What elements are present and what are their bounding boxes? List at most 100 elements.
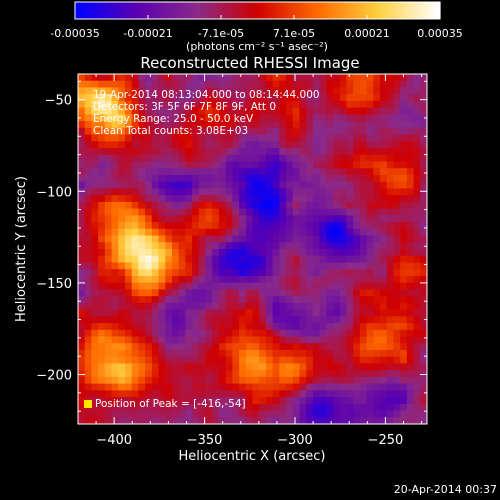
heatmap-cell [353,255,361,263]
heatmap-cell [406,100,415,109]
heatmap-cell [380,134,388,142]
heatmap-cell [178,174,186,183]
heatmap-cell [353,403,361,412]
heatmap-cell [145,262,153,270]
heatmap-cell [259,397,267,405]
heatmap-cell [151,208,160,216]
heatmap-cell [91,323,99,331]
heatmap-cell [413,188,421,196]
heatmap-cell [279,80,287,88]
heatmap-cell [131,188,139,196]
heatmap-cell [259,148,267,156]
heatmap-cell [165,383,173,391]
heatmap-cell [353,262,361,270]
heatmap-cell [165,296,173,304]
heatmap-cell [406,94,415,102]
colorbar-cell [409,2,414,19]
heatmap-cell [84,141,92,149]
heatmap-cell [359,107,368,115]
heatmap-cell [98,235,106,243]
heatmap-cell [171,94,180,102]
heatmap-cell [158,188,166,196]
heatmap-cell [91,100,99,109]
heatmap-cell [218,188,227,196]
heatmap-cell [232,390,240,398]
colorbar-cell [354,2,359,19]
heatmap-cell [218,80,227,88]
heatmap-cell [145,370,153,378]
heatmap-cell [118,100,126,109]
heatmap-cell [218,255,227,263]
heatmap-cell [279,302,287,311]
heatmap-cell [245,80,253,88]
heatmap-cell [386,215,394,223]
heatmap-cell [124,269,133,277]
heatmap-cell [326,249,334,257]
heatmap-cell [413,121,421,129]
heatmap-cell [78,296,86,304]
heatmap-cell [319,141,327,149]
heatmap-cell [104,410,113,418]
heatmap-cell [400,316,408,324]
heatmap-cell [353,249,361,257]
heatmap-cell [178,161,186,169]
heatmap-cell [151,228,160,237]
heatmap-cell [118,222,126,230]
heatmap-cell [91,262,99,270]
heatmap-cell [165,323,173,331]
heatmap-cell [312,370,321,378]
heatmap-cell [91,289,99,297]
heatmap-cell [259,390,267,398]
heatmap-cell [118,349,126,358]
heatmap-cell [252,195,260,203]
colorbar-cell [157,2,161,19]
heatmap-cell [380,275,388,284]
heatmap-cell [366,329,374,337]
heatmap-cell [319,262,327,270]
heatmap-cell [359,376,368,385]
heatmap-cell [124,181,133,189]
heatmap-cell [171,242,180,250]
heatmap-cell [118,134,126,142]
heatmap-cell [373,242,381,250]
heatmap-cell [333,188,341,196]
colorbar-cell [236,2,240,19]
heatmap-cell [312,336,321,344]
heatmap-cell [145,235,153,243]
heatmap-cell [265,403,274,412]
heatmap-cell [205,121,213,129]
heatmap-cell [292,289,300,297]
heatmap-cell [406,302,415,311]
heatmap-cell [380,174,388,183]
heatmap-cell [185,188,193,196]
heatmap-cell [205,249,213,257]
heatmap-cell [131,154,139,162]
heatmap-cell [218,262,227,270]
heatmap-cell [279,121,287,129]
heatmap-cell [393,282,401,290]
heatmap-cell [111,363,119,371]
heatmap-cell [333,376,341,385]
heatmap-cell [111,141,119,149]
heatmap-cell [413,390,421,398]
heatmap-cell [198,168,207,176]
heatmap-cell [366,188,374,196]
heatmap-cell [272,228,280,237]
heatmap-cell [353,87,361,95]
heatmap-cell [339,255,347,263]
heatmap-cell [286,208,294,216]
heatmap-cell [359,316,368,324]
heatmap-cell [393,309,401,317]
heatmap-cell [171,141,180,149]
heatmap-cell [111,242,119,250]
heatmap-cell [151,302,160,311]
heatmap-cell [212,174,220,183]
heatmap-cell [252,242,260,250]
heatmap-cell [319,336,327,344]
heatmap-cell [165,201,173,210]
heatmap-cell [333,397,341,405]
heatmap-cell [225,215,233,223]
heatmap-cell [205,302,213,311]
heatmap-cell [218,100,227,109]
heatmap-cell [192,289,200,297]
